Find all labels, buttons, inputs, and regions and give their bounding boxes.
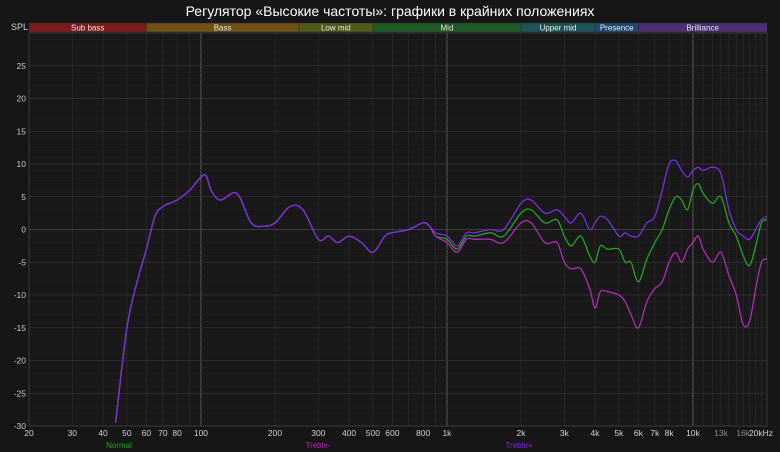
band-label: Brilliance: [686, 24, 719, 33]
x-tick-label: 60: [142, 428, 152, 438]
plot-border: [28, 32, 768, 427]
band-label: Upper mid: [540, 24, 577, 33]
band-label: Mid: [441, 24, 454, 33]
x-tick-label: 30: [68, 428, 78, 438]
frequency-bands: Sub bass Bass Low mid Mid Upper mid Presence B…: [28, 22, 768, 33]
x-tick-label: 300: [311, 428, 325, 438]
legend-label: Treble+: [505, 441, 532, 450]
y-axis-label: SPL: [11, 22, 28, 32]
grid-lines: [28, 32, 768, 427]
y-tick-label: -10: [14, 290, 27, 300]
series-lines: [114, 159, 768, 423]
y-tick-label: 25: [17, 61, 27, 71]
legend-label: Normal: [106, 441, 132, 450]
x-tick-label: 20kHz: [749, 428, 773, 438]
x-tick-label: 1k: [442, 428, 452, 438]
x-tick-label: 6k: [634, 428, 644, 438]
y-tick-label: -20: [14, 356, 27, 366]
y-tick-labels: 25 20 15 10 5 0 -5 -10 -15 -20 -25 -30: [14, 61, 27, 431]
x-tick-label: 5k: [614, 428, 624, 438]
x-tick-label: 3k: [560, 428, 570, 438]
x-tick-labels: 20 30 40 50 60 70 80 100 200 300 400 500 600 800 1k 2k 3…: [24, 428, 773, 438]
y-tick-label: -5: [18, 257, 26, 267]
x-tick-label: 600: [385, 428, 399, 438]
x-tick-label: 400: [342, 428, 356, 438]
x-tick-label: 100: [194, 428, 208, 438]
y-tick-label: 10: [17, 159, 27, 169]
x-tick-label: 800: [416, 428, 430, 438]
band-label: Sub bass: [71, 24, 104, 33]
y-tick-label: -30: [14, 421, 27, 431]
y-tick-label: 20: [17, 94, 27, 104]
x-tick-label: 500: [366, 428, 380, 438]
band-label: Presence: [600, 24, 634, 33]
x-tick-label: 16k: [736, 428, 750, 438]
x-tick-label: 50: [122, 428, 132, 438]
band-label: Bass: [214, 24, 232, 33]
x-tick-label: 13k: [714, 428, 728, 438]
x-tick-label: 8k: [665, 428, 675, 438]
y-tick-label: 15: [17, 126, 27, 136]
x-tick-label: 70: [158, 428, 168, 438]
chart-title: Регулятор «Высокие частоты»: графики в к…: [186, 3, 595, 19]
band-label: Low mid: [321, 24, 351, 33]
x-tick-label: 20: [24, 428, 34, 438]
legend-label: Treble-: [305, 441, 330, 450]
legend: Normal Treble- Treble+: [106, 441, 533, 450]
y-tick-label: -15: [14, 323, 27, 333]
y-tick-label: -25: [14, 388, 27, 398]
y-tick-label: 5: [21, 192, 26, 202]
x-tick-label: 10k: [686, 428, 700, 438]
x-tick-label: 4k: [591, 428, 601, 438]
x-tick-label: 7k: [650, 428, 660, 438]
series-line-treble: [114, 159, 768, 423]
x-tick-label: 2k: [517, 428, 527, 438]
y-tick-label: 0: [21, 225, 26, 235]
x-tick-label: 80: [172, 428, 182, 438]
band-brilliance: [638, 22, 768, 33]
x-tick-label: 40: [98, 428, 108, 438]
x-tick-label: 200: [268, 428, 282, 438]
